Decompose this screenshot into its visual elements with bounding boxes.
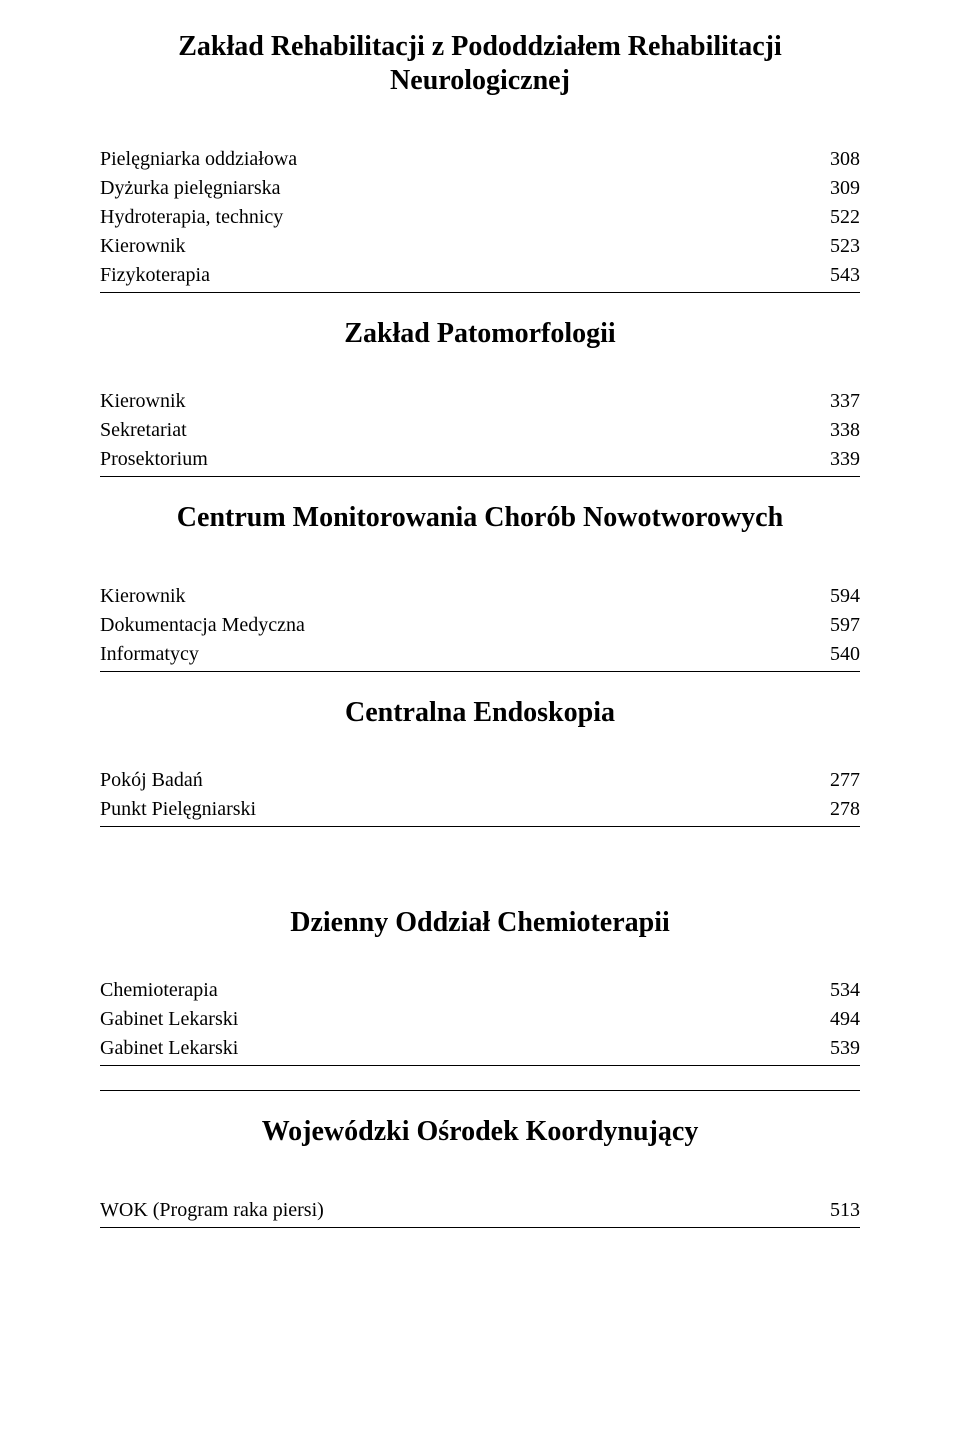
row-value: 540 <box>820 640 860 669</box>
list-block-pato: Kierownik 337 Sekretariat 338 Prosektori… <box>100 387 860 477</box>
row-value: 338 <box>820 416 860 445</box>
row-label: Pokój Badań <box>100 766 820 795</box>
table-row: Kierownik 523 <box>100 232 860 261</box>
row-label: WOK (Program raka piersi) <box>100 1196 820 1225</box>
table-row: Dokumentacja Medyczna 597 <box>100 611 860 640</box>
row-value: 539 <box>820 1034 860 1063</box>
table-row: Kierownik 594 <box>100 582 860 611</box>
row-label: Sekretariat <box>100 416 820 445</box>
section-title-endo: Centralna Endoskopia <box>100 696 860 730</box>
row-label: Fizykoterapia <box>100 261 820 290</box>
row-label: Kierownik <box>100 232 820 261</box>
row-value: 337 <box>820 387 860 416</box>
list-block-rehab: Pielęgniarka oddziałowa 308 Dyżurka piel… <box>100 145 860 293</box>
list-block-wok: WOK (Program raka piersi) 513 <box>100 1196 860 1228</box>
row-value: 277 <box>820 766 860 795</box>
list-block-chemio: Chemioterapia 534 Gabinet Lekarski 494 G… <box>100 976 860 1066</box>
row-value: 278 <box>820 795 860 824</box>
section-title-wok: Wojewódzki Ośrodek Koordynujący <box>100 1115 860 1149</box>
row-value: 523 <box>820 232 860 261</box>
table-row: Punkt Pielęgniarski 278 <box>100 795 860 824</box>
row-value: 597 <box>820 611 860 640</box>
row-value: 339 <box>820 445 860 474</box>
row-label: Punkt Pielęgniarski <box>100 795 820 824</box>
row-label: Gabinet Lekarski <box>100 1034 820 1063</box>
section-title-rehab: Zakład Rehabilitacji z Pododdziałem Reha… <box>100 30 860 97</box>
section-title-centrum: Centrum Monitorowania Chorób Nowotworowy… <box>100 501 860 535</box>
row-value: 309 <box>820 174 860 203</box>
row-label: Hydroterapia, technicy <box>100 203 820 232</box>
row-label: Dokumentacja Medyczna <box>100 611 820 640</box>
row-label: Kierownik <box>100 387 820 416</box>
table-row: Fizykoterapia 543 <box>100 261 860 290</box>
row-label: Kierownik <box>100 582 820 611</box>
row-value: 543 <box>820 261 860 290</box>
row-label: Pielęgniarka oddziałowa <box>100 145 820 174</box>
table-row: Dyżurka pielęgniarska 309 <box>100 174 860 203</box>
list-block-endo: Pokój Badań 277 Punkt Pielęgniarski 278 <box>100 766 860 827</box>
row-label: Chemioterapia <box>100 976 820 1005</box>
table-row: Pielęgniarka oddziałowa 308 <box>100 145 860 174</box>
table-row: Gabinet Lekarski 539 <box>100 1034 860 1063</box>
divider <box>100 1090 860 1091</box>
table-row: Chemioterapia 534 <box>100 976 860 1005</box>
section-title-pato: Zakład Patomorfologii <box>100 317 860 351</box>
row-value: 534 <box>820 976 860 1005</box>
table-row: Kierownik 337 <box>100 387 860 416</box>
row-label: Informatycy <box>100 640 820 669</box>
table-row: Prosektorium 339 <box>100 445 860 474</box>
list-block-centrum: Kierownik 594 Dokumentacja Medyczna 597 … <box>100 582 860 672</box>
table-row: WOK (Program raka piersi) 513 <box>100 1196 860 1225</box>
row-value: 308 <box>820 145 860 174</box>
table-row: Pokój Badań 277 <box>100 766 860 795</box>
section-title-chemio: Dzienny Oddział Chemioterapii <box>100 906 860 940</box>
table-row: Sekretariat 338 <box>100 416 860 445</box>
row-value: 513 <box>820 1196 860 1225</box>
row-value: 494 <box>820 1005 860 1034</box>
table-row: Informatycy 540 <box>100 640 860 669</box>
row-label: Gabinet Lekarski <box>100 1005 820 1034</box>
table-row: Gabinet Lekarski 494 <box>100 1005 860 1034</box>
row-value: 594 <box>820 582 860 611</box>
row-label: Dyżurka pielęgniarska <box>100 174 820 203</box>
row-label: Prosektorium <box>100 445 820 474</box>
table-row: Hydroterapia, technicy 522 <box>100 203 860 232</box>
row-value: 522 <box>820 203 860 232</box>
